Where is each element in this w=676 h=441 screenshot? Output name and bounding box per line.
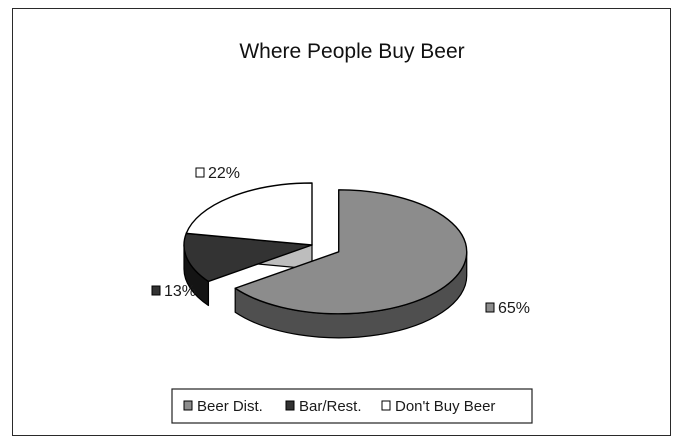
data-label-swatch bbox=[485, 302, 495, 313]
legend-label: Beer Dist. bbox=[197, 398, 263, 415]
data-label: 65% bbox=[485, 300, 530, 317]
data-label-text: 22% bbox=[208, 165, 240, 182]
legend-swatch bbox=[183, 400, 193, 411]
legend-label: Don't Buy Beer bbox=[395, 398, 495, 415]
pie-slice bbox=[183, 232, 313, 283]
legend-item: Don't Buy Beer bbox=[381, 398, 495, 415]
legend-swatch bbox=[285, 400, 295, 411]
legend-box bbox=[171, 388, 533, 424]
data-label-text: 13% bbox=[164, 283, 196, 300]
legend-item: Bar/Rest. bbox=[285, 398, 362, 415]
data-label: 22% bbox=[195, 165, 240, 182]
legend-swatch bbox=[381, 400, 391, 411]
data-label-swatch bbox=[195, 167, 205, 178]
pie-slice bbox=[234, 189, 468, 315]
data-label: 13% bbox=[151, 283, 196, 300]
legend-label: Bar/Rest. bbox=[299, 398, 362, 415]
data-label-swatch bbox=[151, 285, 161, 296]
data-label-text: 65% bbox=[498, 300, 530, 317]
chart-title: Where People Buy Beer bbox=[239, 40, 464, 63]
legend-item: Beer Dist. bbox=[183, 398, 263, 415]
pie-slice bbox=[185, 182, 313, 246]
